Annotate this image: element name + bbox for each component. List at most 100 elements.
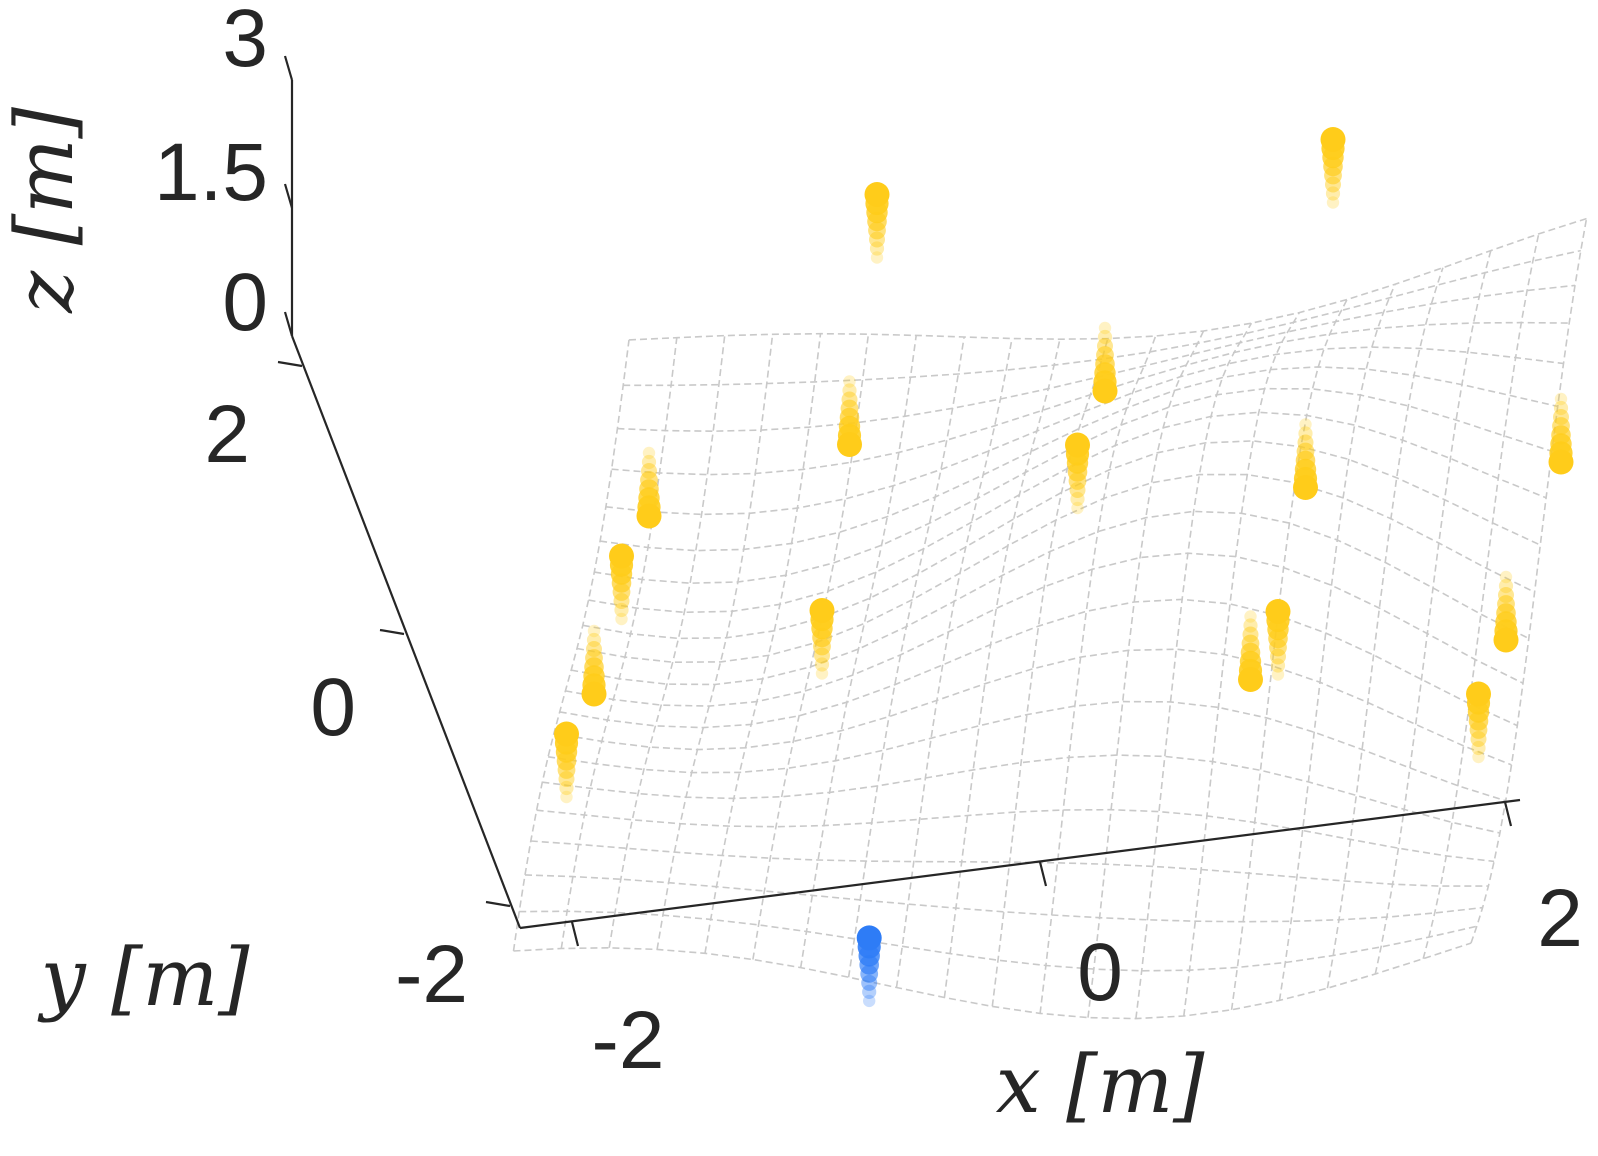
y-tick-label: -2 xyxy=(395,929,468,1020)
data-point-trail xyxy=(837,432,862,457)
data-point-trail xyxy=(1498,578,1514,594)
mesh-line-y xyxy=(1422,233,1540,959)
z-tick-label: 3 xyxy=(222,0,268,84)
mesh-line-x xyxy=(524,874,1483,923)
data-point xyxy=(1265,599,1291,681)
data-point-trail xyxy=(1472,750,1485,764)
mesh-line-y xyxy=(895,338,1013,988)
data-point xyxy=(554,721,579,804)
mesh-line-x xyxy=(559,598,1518,729)
data-point-trail xyxy=(581,681,607,707)
data-point xyxy=(864,182,890,264)
mesh-line-x xyxy=(576,473,1535,664)
data-point-trail xyxy=(1098,321,1112,335)
mesh-line-y xyxy=(1135,322,1253,1019)
data-point-trail xyxy=(1243,618,1258,633)
mesh-line-x xyxy=(582,440,1541,640)
data-point-trail xyxy=(869,241,885,256)
mesh-line-y xyxy=(847,336,965,978)
y-tick xyxy=(277,360,303,368)
y-tick-label: 2 xyxy=(204,389,250,480)
y-tick xyxy=(485,900,511,908)
data-point-trail xyxy=(1320,127,1346,152)
data-point-trail xyxy=(636,503,662,529)
mesh-line-x xyxy=(611,321,1570,476)
surface-mesh xyxy=(512,217,1588,1020)
data-point-trail xyxy=(609,543,634,569)
data-point xyxy=(837,375,862,457)
data-point-trail xyxy=(554,721,579,747)
data-point-trail xyxy=(1471,740,1486,756)
data-point xyxy=(1238,610,1263,692)
data-point-trail xyxy=(1325,186,1341,201)
data-point-trail xyxy=(586,632,602,648)
data-point-trail xyxy=(856,925,882,951)
data-point-trail xyxy=(559,780,574,796)
mesh-line-x xyxy=(605,346,1564,516)
mesh-line-y xyxy=(1230,299,1348,1010)
data-point-trail xyxy=(1244,610,1257,623)
z-tick-label: 0 xyxy=(222,257,268,348)
y-tick-label: 0 xyxy=(310,662,356,753)
data-point-trail xyxy=(1299,418,1312,431)
data-point-trail xyxy=(1065,432,1090,458)
mesh-line-y xyxy=(1039,335,1157,1014)
z-axis-label: z [m] xyxy=(0,106,91,314)
data-point-trail xyxy=(842,383,857,398)
mesh-line-y xyxy=(1183,312,1300,1017)
data-point-trail xyxy=(863,994,876,1008)
data-point-trail xyxy=(814,657,830,672)
data-point-trail xyxy=(1298,426,1313,441)
data-point xyxy=(809,598,835,680)
data-point xyxy=(856,925,882,1008)
data-point-trail xyxy=(864,182,890,207)
data-point-trail xyxy=(1265,599,1291,624)
data-point-trail xyxy=(1270,658,1286,673)
mesh-line-x xyxy=(547,700,1506,802)
data-point-trail xyxy=(1499,570,1513,584)
data-point-trail xyxy=(1097,329,1113,345)
mesh-line-x xyxy=(565,552,1524,707)
mesh-line-y xyxy=(752,334,870,960)
data-point xyxy=(636,446,662,529)
mesh-line-y xyxy=(608,335,726,948)
y-axis-line xyxy=(290,335,522,929)
mesh-line-y xyxy=(943,339,1061,998)
x-tick xyxy=(1503,801,1513,827)
data-point-trail xyxy=(870,251,884,264)
data-point-trail xyxy=(1271,668,1285,681)
data-point-trail xyxy=(843,375,856,388)
data-point xyxy=(609,543,634,626)
data-point-trail xyxy=(1071,501,1084,515)
mesh-line-y xyxy=(1278,283,1396,1001)
mesh-line-x xyxy=(599,366,1558,552)
data-point-trail xyxy=(642,446,656,460)
mesh-line-x xyxy=(553,648,1512,766)
z-tick xyxy=(283,55,294,81)
data-point xyxy=(1466,681,1491,764)
x-axis-label: x [m] xyxy=(996,1038,1206,1131)
x-tick xyxy=(570,921,580,947)
x-tick-label: 2 xyxy=(1537,873,1583,964)
x-tick-label: 0 xyxy=(1077,927,1123,1018)
data-point-trail xyxy=(862,984,877,1000)
mesh-line-y xyxy=(1374,250,1492,975)
mesh-line-x xyxy=(542,754,1501,834)
data-point-trail xyxy=(1493,627,1519,653)
mesh-line-x xyxy=(519,910,1477,972)
z-tick xyxy=(283,311,294,337)
mesh-line-y xyxy=(704,333,822,954)
data-point xyxy=(1320,127,1346,209)
z-tick-label: 1.5 xyxy=(154,127,268,218)
data-point xyxy=(1092,321,1118,404)
data-point-trail xyxy=(1548,449,1574,475)
mesh-line-y xyxy=(560,337,678,949)
data-point-trail xyxy=(1554,392,1568,406)
mesh-line-x xyxy=(628,217,1587,341)
data-point-trail xyxy=(1293,475,1318,500)
data-point-trail xyxy=(587,624,601,638)
mesh-line-y xyxy=(991,338,1109,1007)
x-tick xyxy=(1038,861,1048,887)
z-tick xyxy=(283,183,294,209)
